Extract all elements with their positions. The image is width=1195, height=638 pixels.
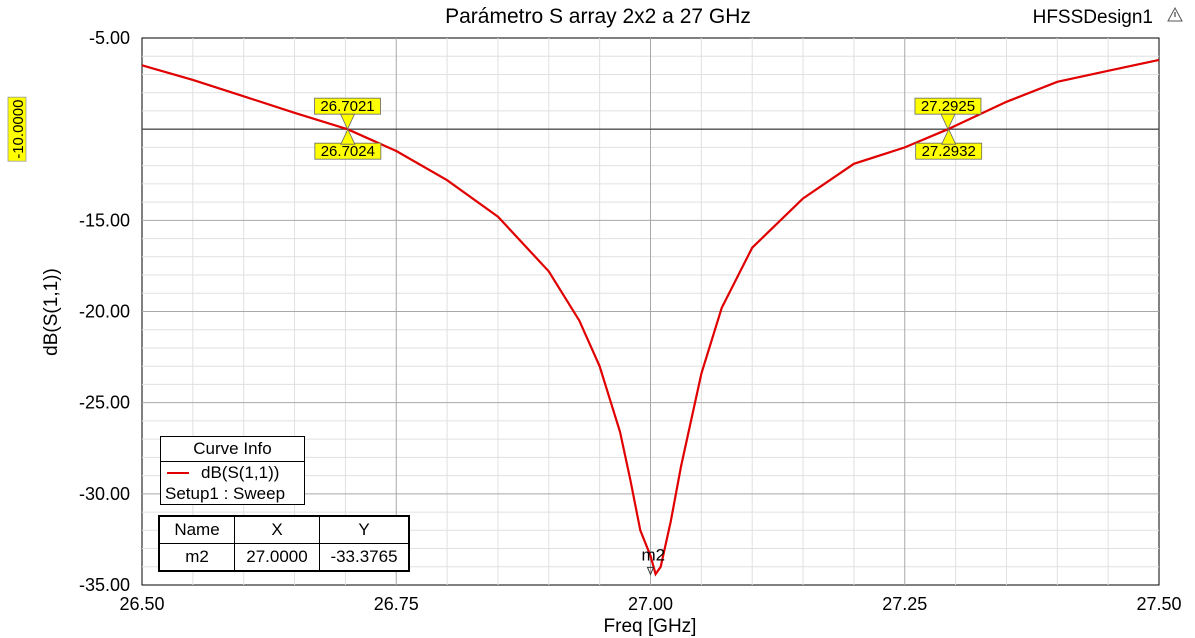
y-tick-label: -15.00: [79, 210, 130, 230]
design-name-label: HFSSDesign1: [1033, 7, 1153, 28]
x-tick-label: 26.75: [374, 594, 419, 614]
reference-line-label: -10.0000: [10, 100, 27, 159]
marker-name-cell: m2: [159, 543, 235, 571]
marker-value-label: 27.2932: [922, 143, 976, 160]
reference-label-background: [7, 96, 27, 162]
curve-info-curve: dB(S(1,1)): [201, 463, 280, 482]
marker-value-label: 26.7021: [320, 98, 374, 115]
y-tick-label: -20.00: [79, 302, 130, 322]
marker-value-label: 27.2925: [921, 98, 975, 115]
x-tick-label: 27.25: [882, 594, 927, 614]
curve-info-title: Curve Info: [161, 437, 304, 462]
marker-name-label: m2: [642, 545, 666, 564]
marker-value-label: 26.7024: [321, 143, 375, 160]
y-axis-title: dB(S(1,1)): [41, 268, 62, 356]
curve-color-swatch: [167, 472, 189, 474]
curve-info-legend[interactable]: Curve Info dB(S(1,1)) Setup1 : Sweep: [160, 436, 305, 505]
marker-triangle-icon: [941, 128, 957, 145]
y-tick-label: -5.00: [89, 28, 130, 48]
marker-y-cell: -33.3765: [319, 543, 409, 571]
marker-triangle-icon: [646, 566, 655, 576]
x-axis-title: Freq [GHz]: [604, 616, 697, 637]
marker-triangle-icon: [940, 113, 956, 131]
table-row: m2 27.0000 -33.3765: [159, 543, 409, 571]
marker-table[interactable]: Name X Y m2 27.0000 -33.3765: [158, 515, 410, 572]
marker-x-cell: 27.0000: [234, 543, 320, 571]
curve-info-setup: Setup1 : Sweep: [165, 484, 286, 503]
marker-col-y: Y: [319, 516, 409, 544]
s11-curve: [141, 58, 1160, 577]
warning-triangle-icon[interactable]: [1167, 6, 1183, 22]
marker-col-name: Name: [159, 516, 235, 544]
y-tick-label: -25.00: [79, 393, 130, 413]
marker-triangle-icon: [340, 128, 356, 145]
chart-title: Parámetro S array 2x2 a 27 GHz: [445, 5, 751, 28]
marker-triangle-icon: [339, 113, 356, 131]
x-tick-label: 27.50: [1136, 594, 1181, 614]
y-tick-label: -30.00: [79, 484, 130, 504]
x-tick-label: 26.50: [119, 594, 164, 614]
y-tick-label: -35.00: [79, 575, 130, 595]
x-tick-label: 27.00: [628, 594, 673, 614]
marker-col-x: X: [234, 516, 320, 544]
